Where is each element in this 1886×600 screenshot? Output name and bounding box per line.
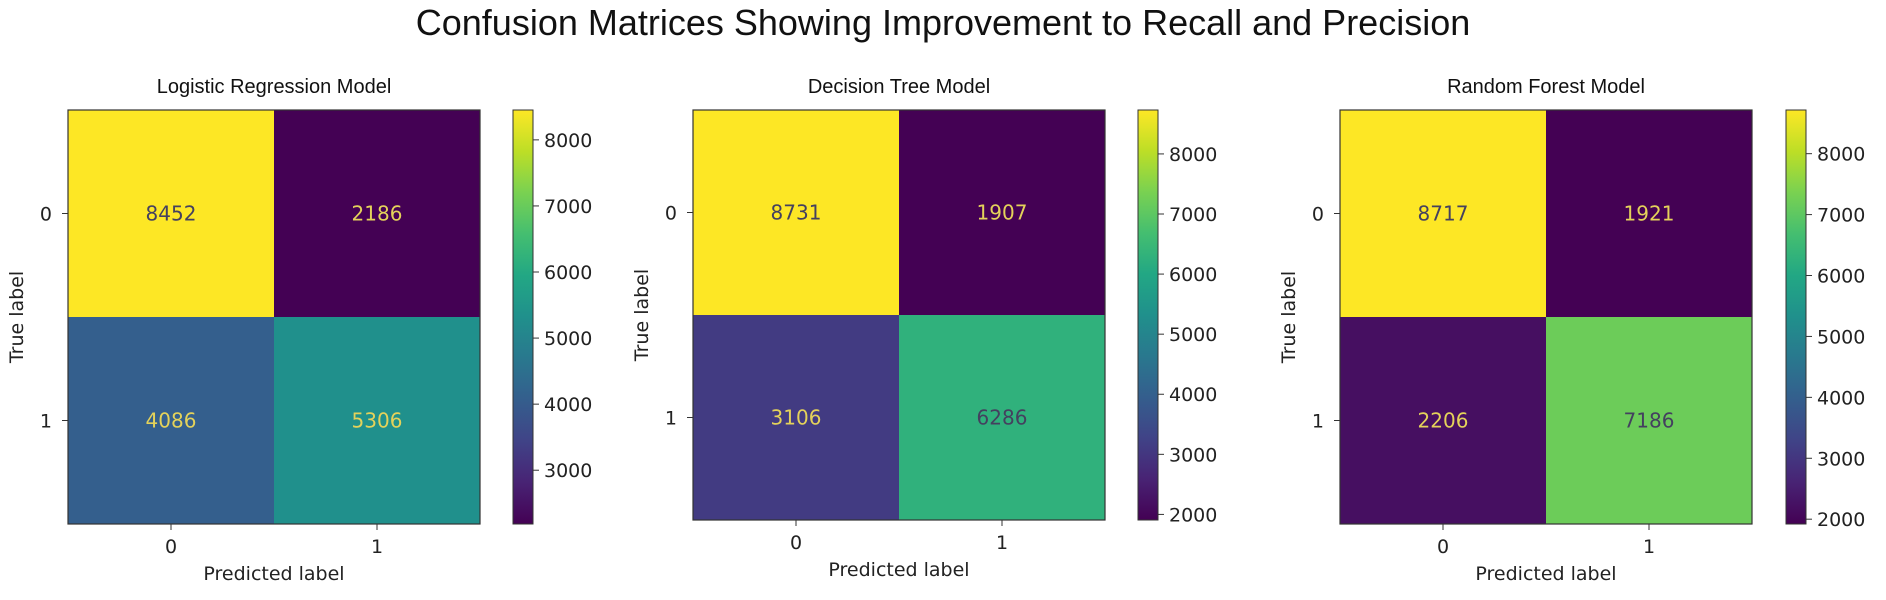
decision-tree-model-title: Decision Tree Model [808,76,990,98]
random-forest-model-y-tick-label-1: 1 [1312,411,1324,433]
random-forest-model-colorbar-tick-label-2: 4000 [1817,387,1865,409]
decision-tree-model-value-1-0: 3106 [771,406,822,430]
logistic-regression-model-cell-0-1 [274,110,480,317]
random-forest-model-cell-0-0 [1340,110,1546,317]
random-forest-model-colorbar-tick-label-1: 3000 [1817,448,1865,470]
logistic-regression-model-cell-0-0 [68,110,274,317]
random-forest-model-value-1-1: 7186 [1624,409,1675,433]
decision-tree-model-cell-0-1 [899,110,1105,315]
random-forest-model-colorbar-tick-label-0: 2000 [1817,509,1865,531]
decision-tree-model-y-tick-label-1: 1 [665,408,677,430]
random-forest-model-x-tick-label-1: 1 [1643,536,1655,558]
random-forest-model-x-tick-label-0: 0 [1437,536,1449,558]
logistic-regression-model-cell-1-1 [274,317,480,524]
decision-tree-model-value-0-0: 8731 [771,201,822,225]
random-forest-model-cell-0-1 [1546,110,1752,317]
decision-tree-model-colorbar-tick-label-1: 3000 [1169,444,1217,466]
decision-tree-model-colorbar-tick-label-6: 8000 [1169,144,1217,166]
logistic-regression-model-cell-1-0 [68,317,274,524]
logistic-regression-model-frame [67,109,481,525]
decision-tree-model-cell-0-0 [693,110,899,315]
decision-tree-model-value-1-1: 6286 [977,406,1028,430]
decision-tree-model-colorbar-tick-label-3: 5000 [1169,324,1217,346]
decision-tree-model-cell-1-1 [899,315,1105,520]
decision-tree-model-value-0-1: 1907 [977,201,1028,225]
random-forest-model-value-1-0: 2206 [1418,409,1469,433]
random-forest-model-frame [1339,109,1753,525]
logistic-regression-model-colorbar-tick-label-4: 7000 [544,196,592,218]
decision-tree-model-x-axis-label: Predicted label [828,559,969,581]
logistic-regression-model-value-1-1: 5306 [352,409,403,433]
logistic-regression-model-y-tick-label-0: 0 [40,204,52,226]
logistic-regression-model-value-0-1: 2186 [352,202,403,226]
decision-tree-model-x-tick-label-0: 0 [790,532,802,554]
logistic-regression-model-value-1-0: 4086 [146,409,197,433]
logistic-regression-model-x-axis-label: Predicted label [203,563,344,585]
random-forest-model-colorbar-tick-label-4: 6000 [1817,266,1865,288]
logistic-regression-model-value-0-0: 8452 [146,202,197,226]
decision-tree-model-colorbar-tick-label-4: 6000 [1169,264,1217,286]
random-forest-model-cell-1-0 [1340,317,1546,524]
decision-tree-model-y-tick-label-0: 0 [665,203,677,225]
logistic-regression-model-colorbar-tick-label-3: 6000 [544,262,592,284]
logistic-regression-model-colorbar-tick-label-1: 4000 [544,394,592,416]
decision-tree-model-frame [692,109,1106,521]
chart-main-title: Confusion Matrices Showing Improvement t… [415,2,1471,43]
decision-tree-model-colorbar-tick-label-0: 2000 [1169,504,1217,526]
logistic-regression-model-y-axis-label: True label [6,271,28,364]
random-forest-model-value-0-1: 1921 [1624,202,1675,226]
decision-tree-model-cell-1-0 [693,315,899,520]
random-forest-model-colorbar [1785,109,1807,525]
logistic-regression-model-x-tick-label-0: 0 [165,536,177,558]
random-forest-model-cell-1-1 [1546,317,1752,524]
random-forest-model-value-0-0: 8717 [1418,202,1469,226]
logistic-regression-model-colorbar-tick-label-2: 5000 [544,328,592,350]
logistic-regression-model-colorbar-tick-label-5: 8000 [544,130,592,152]
logistic-regression-model-colorbar [512,109,534,525]
decision-tree-model-colorbar-tick-label-2: 4000 [1169,384,1217,406]
random-forest-model-colorbar-tick-label-3: 5000 [1817,326,1865,348]
decision-tree-model-y-axis-label: True label [631,269,653,362]
logistic-regression-model-x-tick-label-1: 1 [371,536,383,558]
decision-tree-model-colorbar [1137,109,1159,521]
decision-tree-model-colorbar-tick-label-5: 7000 [1169,204,1217,226]
random-forest-model-colorbar-tick-label-5: 7000 [1817,205,1865,227]
random-forest-model-x-axis-label: Predicted label [1475,563,1616,585]
random-forest-model-y-axis-label: True label [1278,271,1300,364]
logistic-regression-model-title: Logistic Regression Model [157,76,392,98]
logistic-regression-model-y-tick-label-1: 1 [40,411,52,433]
decision-tree-model-x-tick-label-1: 1 [996,532,1008,554]
logistic-regression-model-colorbar-tick-label-0: 3000 [544,460,592,482]
random-forest-model-y-tick-label-0: 0 [1312,204,1324,226]
random-forest-model-title: Random Forest Model [1447,76,1645,98]
random-forest-model-colorbar-tick-label-6: 8000 [1817,144,1865,166]
